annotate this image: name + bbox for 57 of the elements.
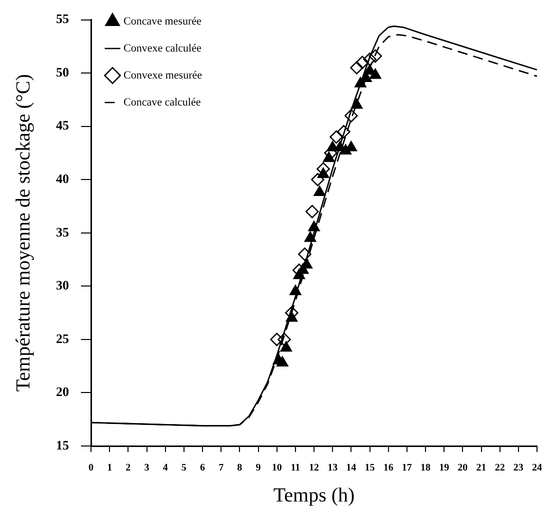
x-tick-label: 17	[402, 462, 412, 474]
point	[298, 248, 312, 261]
point	[305, 204, 319, 218]
y-tick-label: 35	[56, 224, 70, 240]
y-axis-title: Température moyenne de stockage (°C)	[12, 74, 34, 392]
x-tick-label: 13	[328, 462, 338, 474]
point	[270, 332, 284, 346]
x-tick-label: 5	[181, 462, 186, 474]
point	[280, 341, 292, 352]
legend-label: Concave calculée	[124, 96, 201, 108]
x-tick-label: 7	[218, 462, 224, 474]
x-tick-label: 2	[126, 462, 131, 474]
point	[369, 68, 382, 79]
x-tick-label: 1	[107, 462, 112, 474]
x-tick-label: 19	[439, 462, 450, 474]
y-tick-label: 50	[56, 64, 69, 80]
point	[314, 186, 326, 196]
x-tick-label: 16	[383, 462, 394, 474]
y-tick-label: 30	[56, 278, 69, 293]
x-tick-label: 18	[420, 462, 430, 474]
point	[363, 52, 376, 66]
x-tick-label: 11	[290, 462, 300, 474]
x-tick-label: 14	[346, 462, 356, 474]
y-tick-label: 25	[56, 330, 70, 346]
legend-label: Concave mesurée	[124, 15, 202, 28]
x-tick-label: 15	[364, 462, 375, 474]
point	[344, 109, 358, 122]
x-tick-label: 3	[144, 462, 150, 474]
x-tick-label: 20	[458, 462, 468, 474]
x-tick-label: 23	[513, 462, 524, 474]
y-tick-label: 15	[56, 437, 70, 452]
y-tick-label: 45	[56, 118, 70, 133]
point	[278, 332, 291, 346]
point	[311, 172, 324, 186]
x-tick-label: 24	[532, 462, 542, 474]
y-tick-label: 55	[56, 11, 70, 26]
point	[350, 61, 364, 74]
x-tick-label: 12	[309, 462, 319, 474]
x-tick-label: 0	[88, 462, 94, 474]
x-tick-label: 21	[476, 462, 486, 474]
x-tick-label: 4	[162, 462, 168, 474]
x-tick-label: 9	[256, 462, 261, 474]
point	[304, 232, 316, 242]
point	[368, 49, 382, 63]
x-tick-label: 10	[272, 462, 282, 474]
x-tick-label: 8	[237, 462, 242, 474]
y-tick-label: 20	[56, 384, 69, 400]
legend-label: Convexe calculée	[124, 42, 202, 54]
legend-label: Convexe mesurée	[124, 69, 202, 82]
point	[276, 356, 288, 367]
point	[330, 130, 343, 144]
y-tick-label: 40	[56, 170, 69, 186]
point	[337, 125, 350, 138]
point	[356, 56, 369, 70]
x-tick-label: 22	[494, 462, 505, 474]
x-axis-title: Temps (h)	[273, 484, 355, 506]
x-tick-label: 6	[200, 462, 205, 474]
